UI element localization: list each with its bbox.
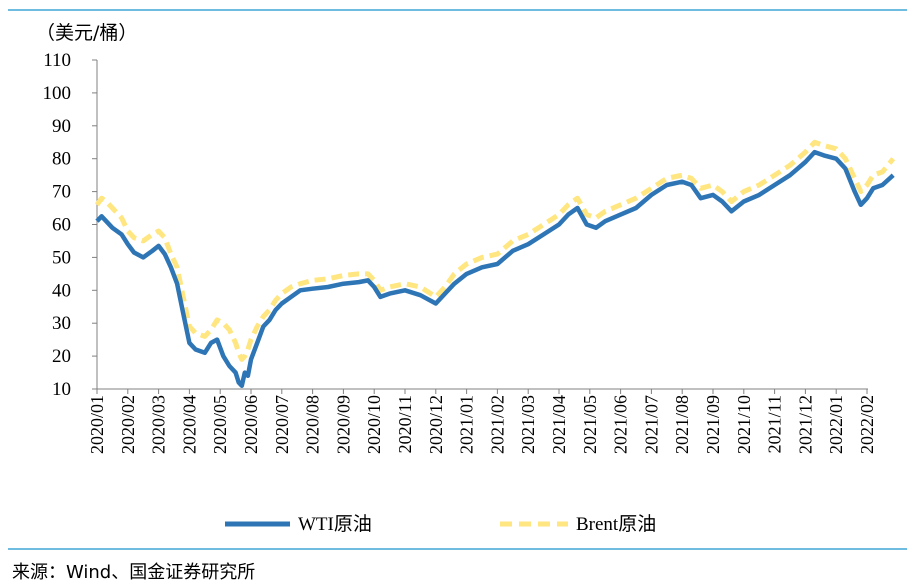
wti-series-line: [95, 149, 895, 388]
y-tick-label: 90: [52, 116, 71, 137]
x-tick-label: 2020/08: [303, 395, 323, 454]
legend: WTI原油 Brent原油: [225, 513, 656, 535]
x-axis-ticks: 2020/01 2020/02 2020/03 2020/04 2020/05 2020/…: [87, 389, 877, 454]
y-tick-label: 20: [52, 346, 71, 367]
y-axis-ticks: 10 20 30 40 50 60 70 80 90 100 110: [43, 50, 97, 400]
x-tick-label: 2020/06: [241, 395, 261, 454]
x-tick-label: 2020/09: [333, 395, 353, 454]
x-tick-label: 2020/02: [118, 395, 138, 454]
x-tick-label: 2020/04: [179, 395, 199, 454]
y-tick-label: 80: [52, 149, 71, 170]
x-tick-label: 2020/11: [395, 395, 415, 453]
y-tick-label: 110: [43, 50, 71, 71]
x-tick-label: 2021/02: [487, 395, 507, 454]
y-tick-label: 50: [52, 247, 71, 268]
x-tick-label: 2020/03: [149, 395, 169, 454]
x-tick-label: 2020/10: [364, 395, 384, 454]
x-tick-label: 2021/08: [672, 395, 692, 454]
x-tick-label: 2021/09: [703, 395, 723, 454]
y-tick-label: 40: [52, 280, 71, 301]
x-tick-label: 2021/12: [795, 395, 815, 454]
x-tick-label: 2022/02: [857, 395, 877, 454]
unit-label: （美元/桶）: [36, 22, 137, 44]
x-tick-label: 2021/07: [641, 395, 661, 454]
x-tick-label: 2021/06: [611, 395, 631, 454]
series-lines: [94, 139, 896, 388]
x-tick-label: 2021/03: [518, 395, 538, 454]
y-tick-label: 100: [43, 83, 72, 104]
y-tick-label: 30: [52, 313, 71, 334]
x-tick-label: 2020/07: [272, 395, 292, 454]
brent-series-line: [94, 139, 896, 362]
x-tick-label: 2021/11: [765, 395, 785, 453]
x-tick-label: 2022/01: [826, 395, 846, 454]
x-tick-label: 2020/01: [87, 395, 107, 454]
source-note: 来源：Wind、国金证券研究所: [12, 562, 255, 583]
legend-label-wti: WTI原油: [298, 513, 372, 535]
x-tick-label: 2020/05: [210, 395, 230, 454]
x-tick-label: 2021/05: [580, 395, 600, 454]
y-tick-label: 10: [52, 379, 71, 400]
x-tick-label: 2021/01: [457, 395, 477, 454]
x-tick-label: 2020/12: [426, 395, 446, 454]
x-tick-label: 2021/10: [734, 395, 754, 454]
y-tick-label: 70: [52, 182, 71, 203]
y-tick-label: 60: [52, 215, 71, 236]
legend-label-brent: Brent原油: [576, 513, 656, 535]
x-tick-label: 2021/04: [549, 395, 569, 454]
